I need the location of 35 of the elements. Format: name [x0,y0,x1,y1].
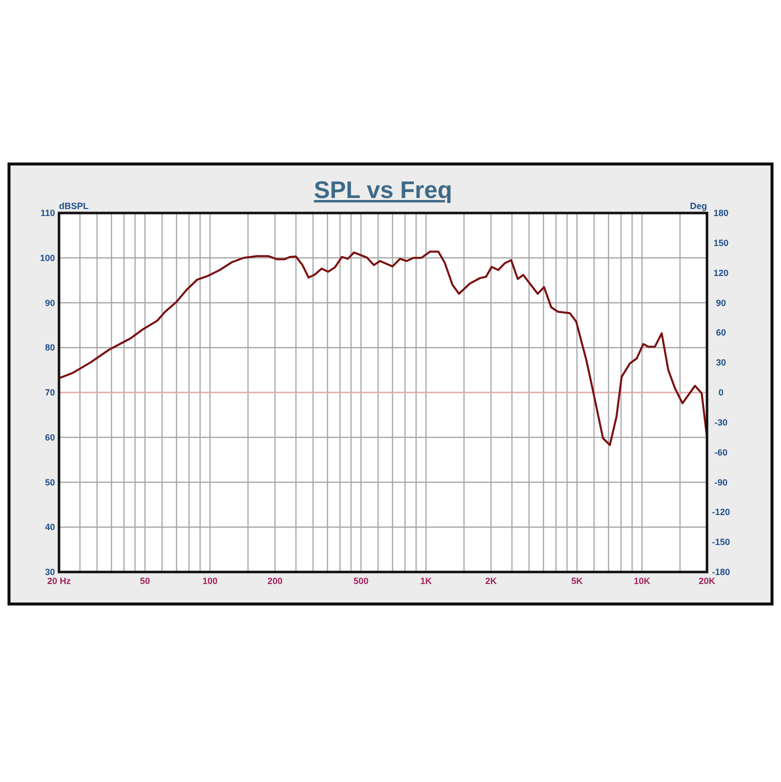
y-tick-label: 100 [40,252,55,263]
y-axis-title: dBSPL [59,201,90,211]
y-tick-label: 30 [44,567,55,577]
y2-tick-label: -180 [712,567,730,577]
y2-tick-label: 90 [716,298,726,308]
y2-tick-label: -60 [714,447,728,458]
y2-tick-label: 120 [713,268,729,278]
chart-title: SPL vs Freq [314,177,452,204]
x-tick-label: 1K [420,576,432,586]
y-tick-label: 110 [40,208,55,218]
y-tick-label: 80 [44,342,55,353]
x-tick-label: 20K [698,576,716,586]
y2-tick-label: 0 [718,388,724,398]
y2-tick-label: -120 [712,507,730,518]
y2-tick-label: 150 [713,238,729,248]
x-tick-label: 2K [485,576,498,586]
y2-tick-label: 180 [713,208,729,218]
x-tick-label: 5K [571,576,584,586]
x-tick-label: 50 [140,576,150,586]
x-tick-label: 20 Hz [47,576,72,586]
y-tick-label: 40 [44,522,55,532]
x-tick-label: 100 [202,576,218,586]
x-tick-label: 500 [353,576,368,586]
y2-tick-label: 30 [716,358,726,368]
y2-tick-label: -30 [714,417,728,428]
y-tick-label: 60 [44,432,55,442]
y2-tick-label: 60 [716,328,726,338]
y-tick-label: 50 [44,477,55,488]
y2-tick-label: -150 [712,537,730,548]
y-tick-label: 90 [44,298,55,308]
x-tick-label: 10K [634,576,651,586]
y-tick-label: 70 [44,388,55,398]
x-tick-label: 200 [267,576,283,586]
y2-axis-title: Deg [690,201,707,211]
y2-tick-label: -90 [714,477,728,488]
